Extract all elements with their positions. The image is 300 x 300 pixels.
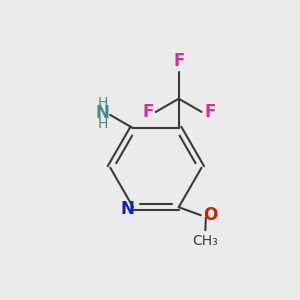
Text: H: H	[98, 117, 108, 131]
Text: F: F	[173, 52, 184, 70]
Text: H: H	[98, 96, 108, 110]
Text: CH₃: CH₃	[193, 234, 218, 248]
Text: F: F	[142, 103, 153, 121]
Text: N: N	[121, 200, 135, 218]
Text: F: F	[204, 103, 215, 121]
Text: N: N	[96, 104, 110, 122]
Text: O: O	[203, 206, 218, 224]
